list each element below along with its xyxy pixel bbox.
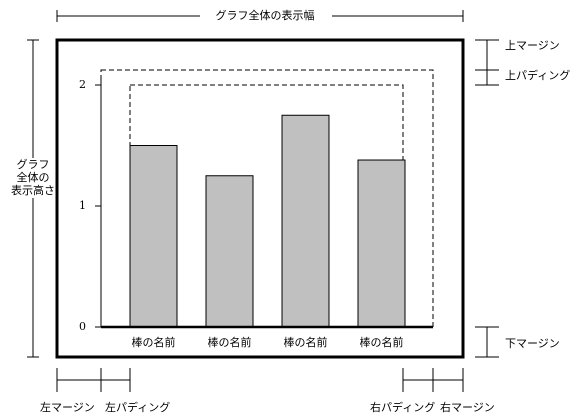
height-label: 表示高さ: [11, 183, 55, 197]
plot: 0 1 2 棒の名前 棒の名前 棒の名前 棒の名前: [79, 78, 433, 349]
right-padding-label: 右パディング: [370, 400, 435, 414]
label-bg: [8, 158, 58, 198]
y-tick-label: 2: [79, 78, 86, 91]
x-tick-label: 棒の名前: [284, 335, 328, 349]
width-label: グラフ全体の表示幅: [216, 8, 315, 22]
y-tick-label: 0: [79, 320, 86, 333]
bar: [205, 175, 254, 328]
height-label: グラフ: [17, 157, 50, 171]
height-label: 全体の: [17, 170, 50, 184]
x-tick-label: 棒の名前: [132, 335, 176, 349]
left-padding-label: 左パディング: [105, 400, 170, 414]
right-margin-label: 右マージン: [440, 400, 495, 414]
graph-frame: [55, 38, 465, 359]
top-padding-label: 上パディング: [505, 68, 570, 82]
y-tick-label: 1: [79, 199, 86, 212]
dimension-lines: [27, 10, 499, 392]
x-tick-label: 棒の名前: [360, 335, 404, 349]
left-margin-label: 左マージン: [40, 401, 95, 414]
x-tick-label: 棒の名前: [208, 335, 252, 349]
bar: [357, 159, 406, 328]
bar: [281, 114, 330, 328]
bar: [129, 145, 178, 328]
bottom-margin-label: 下マージン: [505, 337, 560, 350]
label-bg: [200, 8, 332, 24]
top-margin-label: 上マージン: [505, 39, 560, 52]
